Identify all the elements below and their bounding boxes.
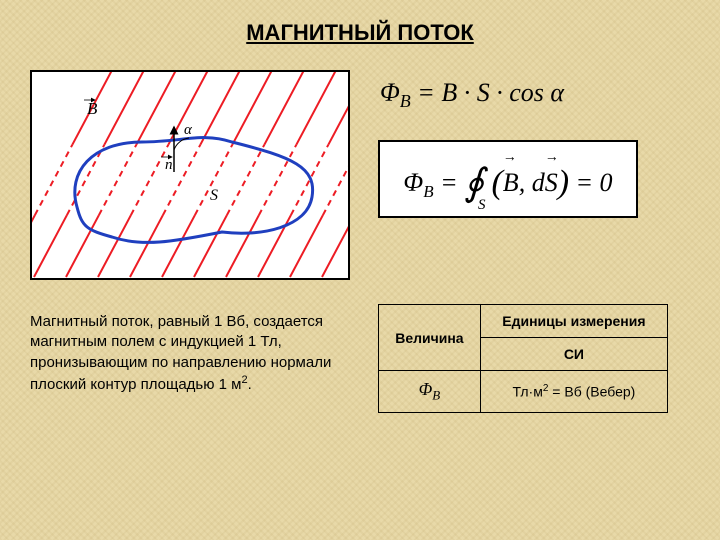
symbol-cell: ΦB bbox=[379, 371, 481, 413]
integral-formula: ΦB = ∮S(→B, d→S) = 0 bbox=[403, 156, 612, 202]
phi-sub: B bbox=[400, 91, 411, 111]
phi-symbol: Φ bbox=[380, 78, 400, 107]
bottom-row: Магнитный поток, равный 1 Вб, создается … bbox=[30, 284, 690, 413]
integral-formula-box: ΦB = ∮S(→B, d→S) = 0 bbox=[378, 140, 638, 218]
B-label: B bbox=[87, 99, 98, 118]
units-table: Величина Единицы измерения СИ ΦB Тл·м2 =… bbox=[378, 304, 668, 413]
main-formula: ΦB = B · S · cos α bbox=[380, 78, 690, 112]
contour-loop bbox=[75, 138, 313, 243]
diagram-svg: α n B S bbox=[32, 72, 350, 280]
left-column: α n B S bbox=[30, 70, 350, 280]
formula-rhs: = B · S · cos α bbox=[411, 78, 564, 107]
unit-cell: Тл·м2 = Вб (Вебер) bbox=[480, 371, 667, 413]
angle-label: α bbox=[184, 122, 193, 138]
slide-title: МАГНИТНЫЙ ПОТОК bbox=[30, 20, 690, 46]
magnetic-flux-diagram: α n B S bbox=[30, 70, 350, 280]
definition-text: Магнитный поток, равный 1 Вб, создается … bbox=[30, 312, 350, 413]
quantity-header: Величина bbox=[379, 305, 481, 371]
S-label: S bbox=[210, 187, 218, 204]
slide-container: МАГНИТНЫЙ ПОТОК α bbox=[0, 0, 720, 540]
right-column: ΦB = B · S · cos α ΦB = ∮S(→B, d→S) = 0 bbox=[370, 70, 690, 280]
si-header: СИ bbox=[480, 338, 667, 371]
content-row: α n B S ΦB = B · S · cos α ΦB = ∮S(→B, d… bbox=[30, 70, 690, 280]
n-label: n bbox=[165, 157, 173, 173]
units-header: Единицы измерения bbox=[480, 305, 667, 338]
